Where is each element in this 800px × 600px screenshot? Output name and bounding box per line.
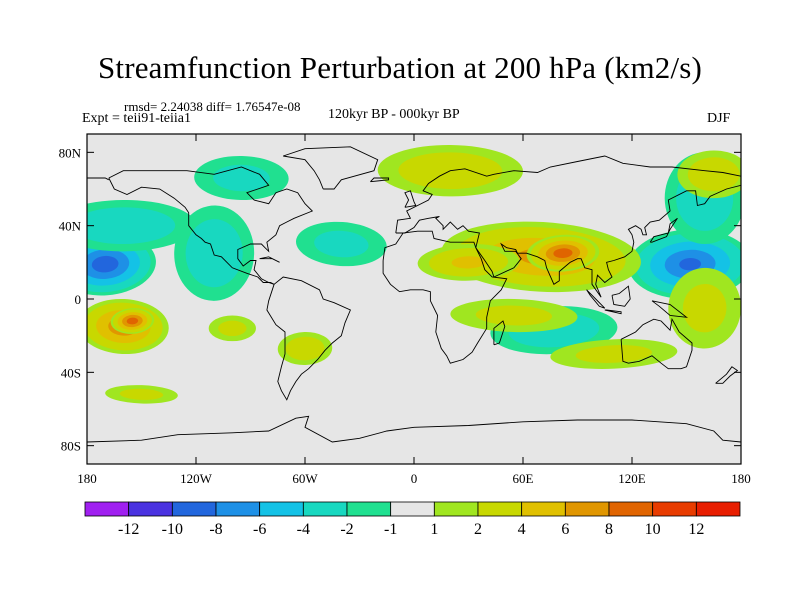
- coastline-segment: [370, 177, 390, 183]
- colorbar-label: -12: [118, 521, 139, 538]
- contour-band: [91, 255, 119, 273]
- anomaly-cell: [668, 267, 741, 349]
- colorbar-swatch: [521, 501, 566, 517]
- y-tick-label: 80N: [59, 145, 82, 160]
- anomaly-cell: [417, 243, 520, 281]
- colorbar-label: -1: [384, 521, 397, 538]
- colorbar-label: 8: [605, 521, 613, 538]
- contour-band: [451, 256, 486, 269]
- colorbar-label: -8: [209, 521, 222, 538]
- contour-band: [185, 219, 243, 288]
- x-tick-label: 60W: [292, 471, 318, 486]
- coastline-segment: [493, 320, 506, 346]
- anomaly-cell: [174, 205, 255, 301]
- contour-band: [213, 164, 270, 192]
- colorbar-label: -10: [162, 521, 183, 538]
- contour-band: [314, 230, 369, 258]
- colorbar-label: -6: [253, 521, 266, 538]
- y-tick-label: 0: [75, 292, 82, 307]
- contour-band: [687, 157, 740, 192]
- contour-band: [682, 283, 727, 333]
- x-tick-label: 120W: [180, 471, 213, 486]
- y-tick-label: 80S: [61, 439, 81, 454]
- coastline-segment: [259, 256, 280, 263]
- colorbar-swatch: [564, 501, 610, 517]
- contour-band: [87, 207, 176, 245]
- colorbar-swatch: [259, 501, 304, 517]
- anomaly-cell: [277, 331, 333, 366]
- colorbar-swatch: [215, 501, 261, 517]
- x-tick-label: 60E: [513, 471, 534, 486]
- contour-band: [285, 336, 325, 361]
- colorbar-swatch: [302, 501, 348, 517]
- x-tick-label: 0: [411, 471, 418, 486]
- y-tick-label: 40N: [59, 219, 82, 234]
- colorbar-label: -2: [340, 521, 353, 538]
- colorbar-label: 12: [688, 521, 704, 538]
- colorbar-swatch: [128, 501, 173, 517]
- anomaly-cell: [550, 339, 678, 369]
- experiment-label: Expt = teii91-teiia1: [82, 111, 191, 126]
- colorbar-label: 10: [645, 521, 661, 538]
- anomaly-cell: [295, 221, 387, 267]
- anomaly-cell: [450, 298, 578, 333]
- coastline-segment: [395, 155, 741, 298]
- coastline-segment: [404, 190, 417, 208]
- colorbar-swatch: [433, 501, 479, 517]
- colorbar-swatch: [608, 501, 654, 517]
- coastline-segment: [108, 166, 314, 285]
- contour-band: [126, 317, 139, 325]
- colorbar-label: -4: [297, 521, 310, 538]
- y-tick-label: 40S: [61, 365, 81, 380]
- colorbar-label: 2: [474, 521, 482, 538]
- coastline-segment: [620, 317, 693, 370]
- anomaly-cell: [677, 150, 741, 199]
- coastline-segment: [604, 309, 622, 315]
- colorbar-swatch: [652, 501, 697, 517]
- coastline-segment: [87, 177, 110, 181]
- colorbar-swatch: [84, 501, 130, 517]
- x-tick-label: 120E: [618, 471, 646, 486]
- stats-label: rmsd= 2.24038 diff= 1.76547e-08: [124, 99, 301, 114]
- contour-band: [553, 248, 573, 259]
- colorbar-label: 6: [561, 521, 569, 538]
- anomaly-cell: [208, 315, 256, 342]
- period-label: 120kyr BP - 000kyr BP: [328, 107, 460, 122]
- colorbar-swatch: [695, 501, 741, 517]
- contour-band: [119, 388, 164, 400]
- contour-band: [575, 345, 652, 363]
- contour-band: [475, 305, 553, 326]
- colorbar-swatch: [171, 501, 217, 517]
- anomaly-cell: [194, 155, 289, 201]
- anomaly-cell: [110, 308, 155, 334]
- colorbar-swatch: [477, 501, 523, 517]
- coastline-segment: [586, 289, 606, 309]
- coastline-segment: [715, 366, 739, 384]
- coastline-segment: [283, 146, 379, 190]
- colorbar-label: 4: [518, 521, 526, 538]
- x-tick-label: 180: [77, 471, 97, 486]
- anomaly-cell: [105, 385, 178, 404]
- season-label: DJF: [707, 111, 731, 126]
- colorbar-label: 1: [430, 521, 438, 538]
- colorbar-swatch: [346, 501, 392, 517]
- contour-band: [218, 320, 247, 337]
- coastline-segment: [649, 217, 678, 243]
- map-title: Streamfunction Perturbation at 200 hPa (…: [97, 50, 703, 85]
- x-tick-label: 180: [731, 471, 751, 486]
- colorbar-swatch: [390, 501, 435, 517]
- coastline-segment: [382, 230, 508, 364]
- coastline-segment: [87, 415, 741, 443]
- coastline-segment: [266, 276, 351, 401]
- contour-band: [679, 258, 702, 271]
- coastlines: [87, 146, 741, 443]
- coastline-segment: [611, 285, 631, 307]
- coastline-segment: [651, 300, 689, 318]
- colorbar: -12 -10 -8 -6 -4 -2 -1 1 2 4 6 8 10 12: [84, 501, 741, 538]
